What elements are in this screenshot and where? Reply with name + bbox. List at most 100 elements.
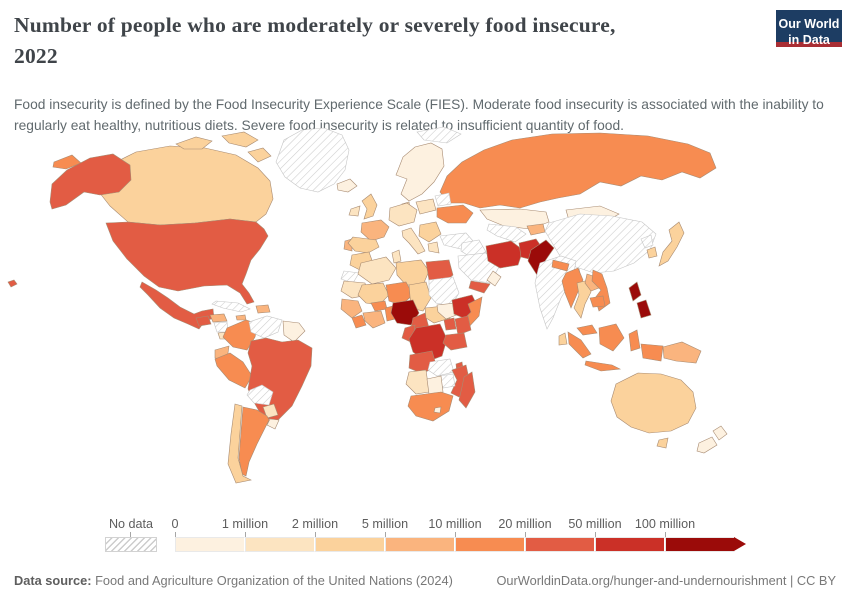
country-italy[interactable] xyxy=(402,228,425,254)
country-jamaica[interactable] xyxy=(236,315,246,320)
country-hispaniola[interactable] xyxy=(256,305,270,313)
legend-segment-5-10 million[interactable] xyxy=(385,537,455,552)
country-greenland[interactable] xyxy=(276,128,349,192)
country-west-papua[interactable] xyxy=(641,344,663,361)
country-guatemala[interactable] xyxy=(196,316,211,326)
country-svalbard[interactable] xyxy=(417,127,461,143)
country-uruguay[interactable] xyxy=(267,419,279,429)
legend-segment-20-50 million[interactable] xyxy=(525,537,595,552)
legend-segment-1-2 million[interactable] xyxy=(245,537,315,552)
country-niger[interactable] xyxy=(386,282,413,305)
legend-segment-0-1 million[interactable] xyxy=(175,537,245,552)
country-cuba[interactable] xyxy=(212,301,250,312)
country-lesotho[interactable] xyxy=(434,407,441,413)
owid-link[interactable]: OurWorldinData.org/hunger-and-undernouri… xyxy=(496,573,787,588)
country-uzbekistan-turkmenistan[interactable] xyxy=(487,224,526,242)
country-uganda[interactable] xyxy=(444,318,456,330)
country-poland-baltics[interactable] xyxy=(416,199,436,214)
country-cambodia[interactable] xyxy=(590,296,605,307)
country-brazil[interactable] xyxy=(248,338,312,420)
country-peru[interactable] xyxy=(215,353,252,388)
legend-segment-2-5 million[interactable] xyxy=(315,537,385,552)
country-ukraine[interactable] xyxy=(437,205,473,223)
country-balkans[interactable] xyxy=(419,222,441,242)
data-source-text: Food and Agriculture Organization of the… xyxy=(95,573,453,588)
country-java[interactable] xyxy=(585,361,620,371)
country-tanzania[interactable] xyxy=(443,333,467,350)
country-usa[interactable] xyxy=(106,219,268,304)
legend-segment-10-20 million[interactable] xyxy=(455,537,525,552)
legend-segment-50-100 million[interactable] xyxy=(595,537,665,552)
country-new-zealand-south[interactable] xyxy=(697,437,717,453)
country-china[interactable] xyxy=(545,214,656,273)
country-canada-arctic-2[interactable] xyxy=(222,132,258,147)
country-nigeria[interactable] xyxy=(391,300,419,325)
country-tunisia[interactable] xyxy=(392,250,401,263)
country-belarus[interactable] xyxy=(435,193,451,206)
country-japan[interactable] xyxy=(659,222,684,266)
country-libya[interactable] xyxy=(396,260,429,285)
country-iceland[interactable] xyxy=(337,179,357,192)
country-canada-arctic-3[interactable] xyxy=(248,148,271,162)
country-south-africa[interactable] xyxy=(408,392,453,421)
legend-tick-3 xyxy=(385,532,386,537)
country-philippines-luzon[interactable] xyxy=(629,282,641,301)
legend-tick-label-4: 10 million xyxy=(428,517,482,531)
owid-logo[interactable]: Our World in Data xyxy=(776,10,842,47)
country-algeria[interactable] xyxy=(358,257,396,284)
country-new-zealand-north[interactable] xyxy=(713,426,727,440)
country-hawaii[interactable] xyxy=(8,280,17,287)
country-zambia[interactable] xyxy=(428,359,454,376)
map-legend: No data 0 1 million 2 million 5 million 10 m… xyxy=(0,511,850,563)
country-canada[interactable] xyxy=(96,146,273,225)
country-sri-lanka[interactable] xyxy=(559,333,567,345)
country-venezuela[interactable] xyxy=(249,316,282,338)
legend-segment-100 million+[interactable] xyxy=(665,537,735,552)
country-chile[interactable] xyxy=(228,404,251,483)
country-guyanas[interactable] xyxy=(283,321,305,342)
country-chukotka[interactable] xyxy=(53,155,81,169)
country-canada-arctic-1[interactable] xyxy=(176,137,212,149)
country-namibia[interactable] xyxy=(406,370,429,394)
country-papua-new-guinea[interactable] xyxy=(663,342,701,363)
country-yemen[interactable] xyxy=(469,281,490,293)
country-oman[interactable] xyxy=(487,271,501,286)
country-madagascar[interactable] xyxy=(459,372,475,408)
country-burkina-faso[interactable] xyxy=(371,301,387,311)
country-iran[interactable] xyxy=(486,241,523,268)
legend-arrow xyxy=(734,537,746,551)
country-south-korea[interactable] xyxy=(647,247,657,258)
country-kenya[interactable] xyxy=(455,316,471,335)
country-argentina[interactable] xyxy=(239,407,269,476)
country-sumatra[interactable] xyxy=(568,332,591,358)
country-myanmar[interactable] xyxy=(562,268,583,308)
legend-tick-label-2: 2 million xyxy=(291,517,339,531)
country-uk[interactable] xyxy=(362,194,377,219)
country-france[interactable] xyxy=(361,220,389,241)
country-ivory-coast-ghana[interactable] xyxy=(363,311,385,328)
country-north-korea[interactable] xyxy=(641,235,653,248)
country-central-europe[interactable] xyxy=(389,203,417,226)
country-kyrgyzstan-tajikistan[interactable] xyxy=(527,224,545,235)
country-russia[interactable] xyxy=(440,133,716,208)
country-botswana[interactable] xyxy=(427,376,443,394)
country-ireland[interactable] xyxy=(349,206,360,216)
country-sierra-leone-liberia[interactable] xyxy=(352,315,366,328)
country-philippines-south[interactable] xyxy=(637,300,651,318)
legend-no-data-swatch[interactable] xyxy=(105,537,157,552)
country-malaysia[interactable] xyxy=(577,325,597,335)
country-nepal[interactable] xyxy=(552,260,569,271)
country-sulawesi[interactable] xyxy=(629,330,640,351)
country-paraguay[interactable] xyxy=(263,404,278,418)
country-tasmania[interactable] xyxy=(657,438,668,448)
country-bolivia[interactable] xyxy=(247,385,273,405)
country-senegal-guinea[interactable] xyxy=(341,299,362,318)
country-borneo[interactable] xyxy=(599,324,624,351)
country-australia[interactable] xyxy=(611,373,696,433)
country-scandinavia[interactable] xyxy=(396,143,444,201)
country-greece[interactable] xyxy=(428,242,439,253)
country-alaska[interactable] xyxy=(50,154,131,209)
owid-logo-line-2: in Data xyxy=(788,33,830,48)
country-honduras[interactable] xyxy=(210,314,227,322)
page-title: Number of people who are moderately or s… xyxy=(14,10,754,71)
